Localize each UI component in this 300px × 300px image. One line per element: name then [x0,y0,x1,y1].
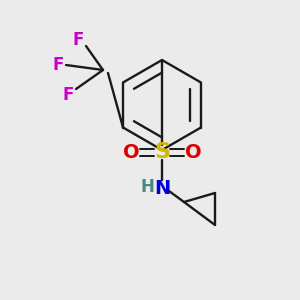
Text: F: F [72,31,84,49]
Text: F: F [62,86,74,104]
Text: F: F [52,56,64,74]
Text: O: O [185,142,201,161]
Text: O: O [123,142,139,161]
Text: H: H [140,178,154,196]
Text: S: S [154,142,170,162]
Text: N: N [154,178,170,197]
